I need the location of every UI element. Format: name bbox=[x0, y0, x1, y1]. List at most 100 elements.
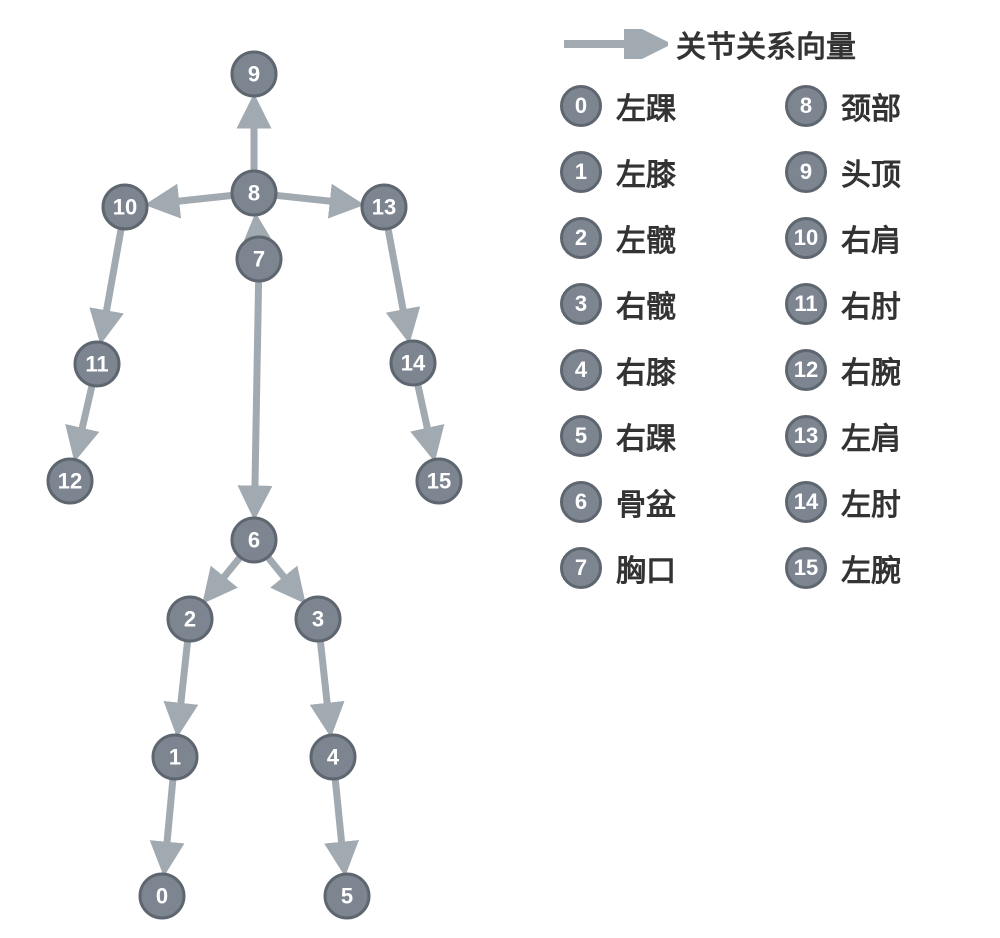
legend-item-6: 6 骨盆 bbox=[560, 480, 755, 524]
legend-node-icon: 4 bbox=[560, 349, 602, 391]
edge-8-10 bbox=[155, 196, 230, 204]
legend-node-label: 右腕 bbox=[841, 348, 901, 392]
edge-14-15 bbox=[418, 386, 432, 451]
legend-item-1: 1 左膝 bbox=[560, 150, 755, 194]
edge-3-4 bbox=[321, 643, 330, 727]
legend-node-label: 骨盆 bbox=[616, 480, 676, 524]
legend-node-label: 左髋 bbox=[616, 216, 676, 260]
edge-7-6 bbox=[255, 283, 259, 510]
legend-node-label: 左肘 bbox=[841, 480, 901, 524]
edge-8-13 bbox=[278, 196, 354, 204]
joint-node-label: 13 bbox=[372, 195, 396, 220]
edge-1-0 bbox=[165, 781, 173, 866]
edge-7-8 bbox=[256, 223, 257, 235]
joint-node-7: 7 bbox=[237, 237, 281, 281]
edge-10-11 bbox=[102, 231, 121, 335]
legend-arrow-icon bbox=[560, 29, 668, 59]
joint-node-label: 4 bbox=[327, 745, 340, 770]
legend-node-label: 左肩 bbox=[841, 414, 901, 458]
legend-item-13: 13 左肩 bbox=[785, 414, 980, 458]
legend-node-icon: 9 bbox=[785, 151, 827, 193]
joint-node-label: 11 bbox=[85, 352, 108, 377]
node-legend-grid: 0 左踝 8 颈部 1 左膝 9 头顶 2 左髋 10 右肩 3 右髋 11 右肘 4 右膝 12 右腕 5 右踝 13 左肩… bbox=[560, 84, 980, 590]
joint-node-14: 14 bbox=[391, 341, 435, 385]
joint-node-label: 2 bbox=[184, 607, 196, 632]
legend-item-12: 12 右腕 bbox=[785, 348, 980, 392]
legend-item-10: 10 右肩 bbox=[785, 216, 980, 260]
legend-node-label: 左腕 bbox=[841, 546, 901, 590]
legend-node-icon: 7 bbox=[560, 547, 602, 589]
joint-node-3: 3 bbox=[296, 597, 340, 641]
joint-node-9: 9 bbox=[232, 52, 276, 96]
joint-node-15: 15 bbox=[417, 459, 461, 503]
legend-node-icon: 10 bbox=[785, 217, 827, 259]
edge-6-3 bbox=[269, 559, 299, 596]
legend-node-label: 右肘 bbox=[841, 282, 901, 326]
joint-node-label: 9 bbox=[248, 62, 260, 87]
joint-node-2: 2 bbox=[168, 597, 212, 641]
legend-node-label: 胸口 bbox=[616, 546, 676, 590]
legend-node-icon: 1 bbox=[560, 151, 602, 193]
legend-item-11: 11 右肘 bbox=[785, 282, 980, 326]
joint-node-13: 13 bbox=[362, 185, 406, 229]
legend-item-9: 9 头顶 bbox=[785, 150, 980, 194]
legend-item-8: 8 颈部 bbox=[785, 84, 980, 128]
edge-6-2 bbox=[209, 559, 239, 596]
legend-node-label: 颈部 bbox=[841, 84, 901, 128]
legend-panel: 关节关系向量 0 左踝 8 颈部 1 左膝 9 头顶 2 左髋 10 右肩 3 右髋 11 右肘 4 右膝 12 右腕… bbox=[560, 22, 980, 590]
legend-node-icon: 11 bbox=[785, 283, 827, 325]
joint-node-0: 0 bbox=[140, 874, 184, 918]
legend-item-15: 15 左腕 bbox=[785, 546, 980, 590]
joint-node-1: 1 bbox=[153, 735, 197, 779]
legend-node-label: 右膝 bbox=[616, 348, 676, 392]
joint-node-label: 14 bbox=[401, 351, 426, 376]
legend-node-icon: 15 bbox=[785, 547, 827, 589]
legend-node-icon: 3 bbox=[560, 283, 602, 325]
legend-item-5: 5 右踝 bbox=[560, 414, 755, 458]
legend-node-label: 头顶 bbox=[841, 150, 901, 194]
joint-node-label: 5 bbox=[341, 884, 353, 909]
legend-node-label: 右肩 bbox=[841, 216, 901, 260]
joint-node-label: 0 bbox=[156, 884, 168, 909]
legend-node-icon: 5 bbox=[560, 415, 602, 457]
joint-node-label: 7 bbox=[253, 247, 265, 272]
legend-item-2: 2 左髋 bbox=[560, 216, 755, 260]
legend-item-3: 3 右髋 bbox=[560, 282, 755, 326]
legend-node-label: 右踝 bbox=[616, 414, 676, 458]
legend-node-icon: 14 bbox=[785, 481, 827, 523]
joint-node-label: 8 bbox=[248, 181, 260, 206]
joint-node-12: 12 bbox=[48, 459, 92, 503]
legend-item-0: 0 左踝 bbox=[560, 84, 755, 128]
legend-node-icon: 2 bbox=[560, 217, 602, 259]
skeleton-svg: 0123456789101112131415 bbox=[20, 30, 530, 930]
joint-node-label: 10 bbox=[113, 195, 137, 220]
joint-node-10: 10 bbox=[103, 185, 147, 229]
joint-node-11: 11 bbox=[75, 342, 119, 386]
legend-node-icon: 8 bbox=[785, 85, 827, 127]
edge-2-1 bbox=[178, 643, 187, 727]
edge-11-12 bbox=[77, 387, 92, 451]
joint-node-8: 8 bbox=[232, 171, 276, 215]
joint-node-label: 15 bbox=[427, 469, 451, 494]
legend-item-7: 7 胸口 bbox=[560, 546, 755, 590]
joint-node-4: 4 bbox=[311, 735, 355, 779]
legend-node-icon: 6 bbox=[560, 481, 602, 523]
diagram-container: 0123456789101112131415 关节关系向量 0左踝8颈部1左膝9… bbox=[0, 0, 1000, 938]
legend-node-icon: 0 bbox=[560, 85, 602, 127]
edge-13-14 bbox=[388, 231, 407, 334]
legend-node-label: 左膝 bbox=[616, 150, 676, 194]
joint-node-label: 6 bbox=[248, 528, 260, 553]
joint-node-label: 3 bbox=[312, 607, 324, 632]
legend-item-14: 14 左肘 bbox=[785, 480, 980, 524]
joint-node-label: 12 bbox=[58, 469, 82, 494]
skeleton-graph: 0123456789101112131415 bbox=[20, 30, 530, 930]
legend-item-4: 4 右膝 bbox=[560, 348, 755, 392]
arrow-legend-row: 关节关系向量 bbox=[560, 22, 980, 66]
legend-node-icon: 12 bbox=[785, 349, 827, 391]
legend-node-label: 左踝 bbox=[616, 84, 676, 128]
legend-node-label: 右髋 bbox=[616, 282, 676, 326]
edge-4-5 bbox=[335, 781, 344, 866]
legend-node-icon: 13 bbox=[785, 415, 827, 457]
arrow-legend-label: 关节关系向量 bbox=[676, 22, 856, 66]
joint-node-label: 1 bbox=[169, 745, 181, 770]
